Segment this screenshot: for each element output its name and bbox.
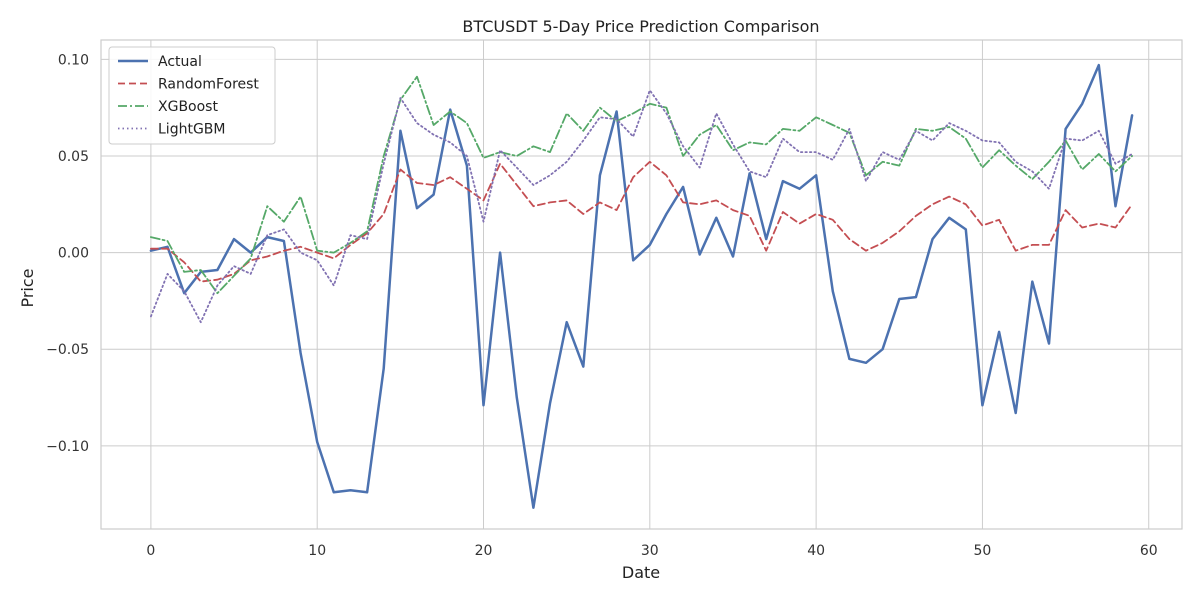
series-line-lightgbm — [149, 89, 1133, 324]
legend-label: Actual — [158, 54, 202, 70]
legend-label: XGBoost — [158, 99, 218, 115]
series-line-randomforest — [149, 160, 1133, 283]
legend: Actual RandomForest XGBoost LightGBM — [108, 46, 276, 145]
x-tick-label: 30 — [641, 543, 659, 559]
legend-label: LightGBM — [158, 122, 225, 138]
series-line-actual — [149, 63, 1134, 509]
x-tick-label: 0 — [146, 543, 155, 559]
y-axis-label: Price — [18, 268, 37, 307]
legend-box — [108, 46, 276, 145]
y-tick-label: 0.10 — [58, 52, 89, 68]
x-axis-label: Date — [622, 563, 660, 582]
y-tick-label: −0.05 — [46, 342, 89, 358]
chart-title: BTCUSDT 5-Day Price Prediction Compariso… — [462, 17, 819, 36]
y-axis-ticks: −0.10 −0.05 0.00 0.05 0.10 — [46, 52, 89, 455]
x-tick-label: 60 — [1140, 543, 1158, 559]
x-tick-label: 50 — [974, 543, 992, 559]
series-line-xgboost — [149, 75, 1133, 295]
y-tick-label: 0.05 — [58, 149, 89, 165]
x-tick-label: 40 — [807, 543, 825, 559]
y-tick-label: 0.00 — [58, 246, 89, 262]
legend-label: RandomForest — [158, 77, 259, 93]
y-tick-label: −0.10 — [46, 439, 89, 455]
x-tick-label: 20 — [475, 543, 493, 559]
plot-frame — [100, 39, 1183, 530]
x-axis-ticks: 0 10 20 30 40 50 60 — [146, 543, 1157, 559]
x-tick-label: 10 — [308, 543, 326, 559]
series-lines — [149, 63, 1134, 509]
